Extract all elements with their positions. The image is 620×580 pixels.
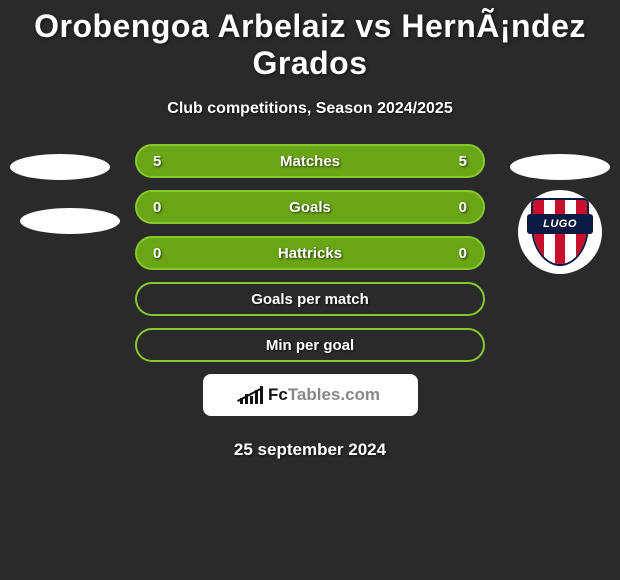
fctables-logo: FcTables.com <box>203 374 418 416</box>
lugo-badge-text: LUGO <box>527 214 593 234</box>
stat-right-value: 0 <box>459 199 467 216</box>
stat-row-min-per-goal: Min per goal <box>135 328 485 362</box>
stat-label: Min per goal <box>266 337 354 354</box>
stat-row-goals-per-match: Goals per match <box>135 282 485 316</box>
stat-row-goals: 0 Goals 0 <box>135 190 485 224</box>
fctables-text: FcTables.com <box>268 385 380 405</box>
stat-label: Goals <box>289 199 331 216</box>
subtitle: Club competitions, Season 2024/2025 <box>0 100 620 118</box>
player2-club-logo-slot <box>510 144 610 194</box>
player1-nation-logo-slot <box>20 198 120 248</box>
player1-club-logo-slot <box>10 144 110 194</box>
placeholder-ellipse <box>20 208 120 234</box>
stat-right-value: 5 <box>459 153 467 170</box>
stat-label: Goals per match <box>251 291 369 308</box>
logo-suffix: Tables.com <box>288 385 380 404</box>
placeholder-ellipse <box>510 154 610 180</box>
stat-left-value: 5 <box>153 153 161 170</box>
stat-left-value: 0 <box>153 245 161 262</box>
placeholder-ellipse <box>10 154 110 180</box>
lugo-badge: LUGO <box>518 190 602 274</box>
stat-label: Matches <box>280 153 340 170</box>
logo-prefix: Fc <box>268 385 288 404</box>
stat-row-hattricks: 0 Hattricks 0 <box>135 236 485 270</box>
stat-left-value: 0 <box>153 199 161 216</box>
stat-row-matches: 5 Matches 5 <box>135 144 485 178</box>
stat-label: Hattricks <box>278 245 342 262</box>
page-title: Orobengoa Arbelaiz vs HernÃ¡ndez Grados <box>0 0 620 82</box>
date-label: 25 september 2024 <box>0 440 620 460</box>
player2-nation-logo-slot: LUGO <box>510 190 610 240</box>
stat-right-value: 0 <box>459 245 467 262</box>
comparison-panel: LUGO 5 Matches 5 0 Goals 0 0 Hattricks 0 Goals pe… <box>0 144 620 460</box>
bar-chart-icon <box>240 386 262 404</box>
